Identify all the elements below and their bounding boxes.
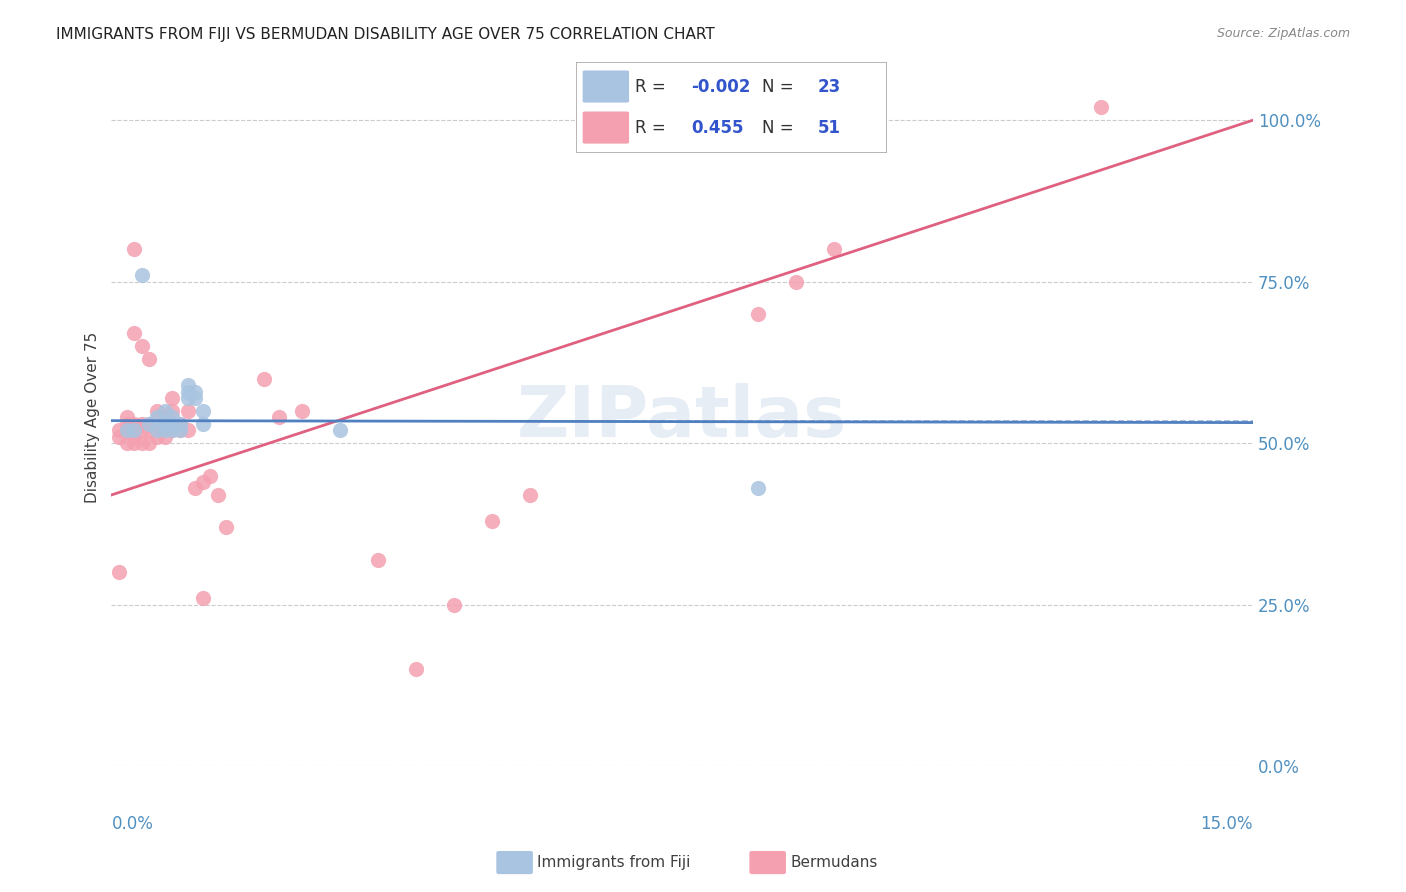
- Point: [191, 591, 214, 606]
- Point: [481, 514, 503, 528]
- Point: [176, 391, 198, 405]
- Point: [191, 404, 214, 418]
- Point: [115, 423, 138, 437]
- Point: [122, 430, 145, 444]
- Text: R =: R =: [636, 78, 671, 95]
- Text: ZIPatlas: ZIPatlas: [517, 383, 848, 452]
- Point: [176, 384, 198, 399]
- Point: [162, 423, 184, 437]
- Point: [146, 430, 169, 444]
- Point: [747, 482, 769, 496]
- Point: [131, 339, 153, 353]
- Point: [108, 423, 131, 437]
- Point: [785, 275, 807, 289]
- Point: [153, 417, 176, 431]
- Text: R =: R =: [636, 119, 676, 136]
- Point: [146, 410, 169, 425]
- Point: [169, 417, 191, 431]
- Point: [162, 404, 184, 418]
- Point: [131, 417, 153, 431]
- Text: -0.002: -0.002: [690, 78, 751, 95]
- Text: Immigrants from Fiji: Immigrants from Fiji: [537, 855, 690, 870]
- Point: [405, 662, 427, 676]
- Point: [191, 417, 214, 431]
- Point: [176, 378, 198, 392]
- Point: [138, 423, 160, 437]
- Point: [153, 430, 176, 444]
- Point: [329, 423, 352, 437]
- Point: [162, 410, 184, 425]
- Text: Bermudans: Bermudans: [790, 855, 877, 870]
- Point: [153, 417, 176, 431]
- Point: [122, 417, 145, 431]
- Text: 0.0%: 0.0%: [111, 815, 153, 833]
- Text: 23: 23: [818, 78, 841, 95]
- Point: [153, 404, 176, 418]
- Point: [122, 423, 145, 437]
- Point: [176, 404, 198, 418]
- Point: [115, 436, 138, 450]
- Point: [131, 268, 153, 283]
- Text: Source: ZipAtlas.com: Source: ZipAtlas.com: [1216, 27, 1350, 40]
- Point: [214, 520, 236, 534]
- Point: [108, 430, 131, 444]
- Point: [138, 417, 160, 431]
- FancyBboxPatch shape: [582, 70, 628, 103]
- Point: [138, 436, 160, 450]
- Point: [1090, 100, 1112, 114]
- Point: [153, 410, 176, 425]
- Point: [138, 352, 160, 367]
- Point: [162, 391, 184, 405]
- FancyBboxPatch shape: [582, 112, 628, 144]
- Point: [169, 423, 191, 437]
- Text: 15.0%: 15.0%: [1201, 815, 1253, 833]
- Point: [169, 423, 191, 437]
- Point: [291, 404, 314, 418]
- Point: [191, 475, 214, 489]
- Text: IMMIGRANTS FROM FIJI VS BERMUDAN DISABILITY AGE OVER 75 CORRELATION CHART: IMMIGRANTS FROM FIJI VS BERMUDAN DISABIL…: [56, 27, 716, 42]
- Point: [443, 598, 465, 612]
- Point: [184, 482, 207, 496]
- Point: [108, 566, 131, 580]
- Point: [138, 417, 160, 431]
- Point: [267, 410, 290, 425]
- Text: 51: 51: [818, 119, 841, 136]
- Point: [162, 417, 184, 431]
- Point: [122, 326, 145, 341]
- Point: [184, 391, 207, 405]
- Point: [207, 488, 229, 502]
- Point: [367, 552, 389, 566]
- Point: [823, 243, 845, 257]
- Point: [146, 423, 169, 437]
- Point: [131, 436, 153, 450]
- Point: [153, 423, 176, 437]
- Point: [146, 423, 169, 437]
- Point: [115, 423, 138, 437]
- Y-axis label: Disability Age Over 75: Disability Age Over 75: [86, 332, 100, 503]
- Point: [115, 410, 138, 425]
- Text: 0.455: 0.455: [690, 119, 744, 136]
- Point: [200, 468, 222, 483]
- Point: [115, 417, 138, 431]
- Point: [131, 423, 153, 437]
- Text: N =: N =: [762, 119, 799, 136]
- Text: N =: N =: [762, 78, 799, 95]
- Point: [162, 423, 184, 437]
- Point: [122, 436, 145, 450]
- Point: [252, 371, 274, 385]
- Point: [122, 243, 145, 257]
- Point: [146, 404, 169, 418]
- Point: [184, 384, 207, 399]
- Point: [169, 417, 191, 431]
- Point: [519, 488, 541, 502]
- Point: [747, 307, 769, 321]
- Point: [176, 423, 198, 437]
